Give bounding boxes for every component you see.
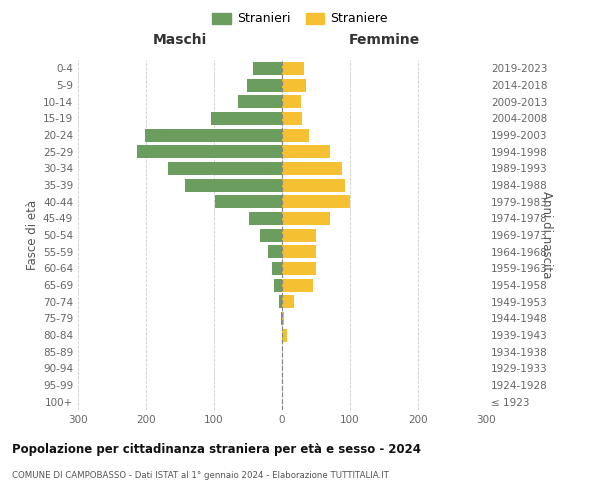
Bar <box>247 78 282 92</box>
Bar <box>278 295 282 308</box>
Bar <box>274 278 282 291</box>
Bar <box>282 245 316 258</box>
Bar <box>215 195 282 208</box>
Bar <box>168 162 282 175</box>
Bar <box>282 328 287 342</box>
Bar <box>282 312 284 325</box>
Text: Femmine: Femmine <box>349 32 419 46</box>
Bar <box>282 295 294 308</box>
Bar <box>282 95 301 108</box>
Bar <box>260 228 282 241</box>
Bar <box>282 278 313 291</box>
Bar <box>282 145 329 158</box>
Bar <box>268 245 282 258</box>
Legend: Stranieri, Straniere: Stranieri, Straniere <box>208 8 392 29</box>
Text: Popolazione per cittadinanza straniera per età e sesso - 2024: Popolazione per cittadinanza straniera p… <box>12 442 421 456</box>
Bar <box>145 128 282 141</box>
Bar <box>211 112 282 125</box>
Bar <box>250 212 282 225</box>
Bar <box>282 262 316 275</box>
Y-axis label: Anni di nascita: Anni di nascita <box>540 192 553 278</box>
Bar <box>137 145 282 158</box>
Bar <box>282 228 316 241</box>
Bar <box>282 78 306 92</box>
Bar <box>282 212 329 225</box>
Bar <box>282 62 304 75</box>
Bar <box>281 312 282 325</box>
Text: Maschi: Maschi <box>153 32 207 46</box>
Text: COMUNE DI CAMPOBASSO - Dati ISTAT al 1° gennaio 2024 - Elaborazione TUTTITALIA.I: COMUNE DI CAMPOBASSO - Dati ISTAT al 1° … <box>12 471 389 480</box>
Bar <box>282 112 302 125</box>
Y-axis label: Fasce di età: Fasce di età <box>26 200 39 270</box>
Bar <box>282 195 350 208</box>
Bar <box>253 62 282 75</box>
Bar <box>238 95 282 108</box>
Bar <box>282 178 345 192</box>
Bar <box>282 162 342 175</box>
Bar <box>282 128 309 141</box>
Bar <box>185 178 282 192</box>
Bar <box>272 262 282 275</box>
